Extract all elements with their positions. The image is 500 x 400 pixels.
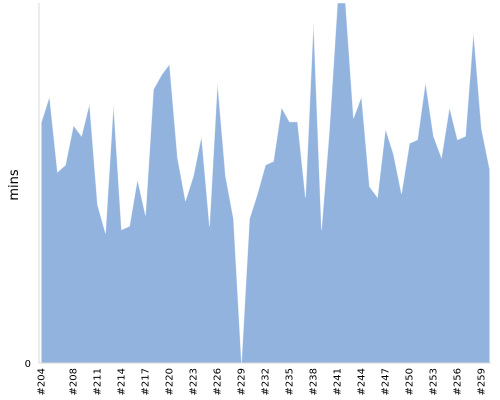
x-tick-label: #214 <box>117 368 128 395</box>
x-tick-label: #220 <box>165 368 176 395</box>
data-point <box>488 167 490 169</box>
plot-area <box>40 2 490 364</box>
data-point <box>128 225 130 227</box>
data-point <box>416 139 418 141</box>
data-point <box>232 218 234 220</box>
x-tick-label: #253 <box>429 368 440 395</box>
data-point <box>264 164 266 166</box>
data-point <box>272 160 274 162</box>
data-point <box>424 81 426 83</box>
data-point <box>152 88 154 90</box>
x-tick-label: #226 <box>213 368 224 395</box>
x-tick-label: #241 <box>333 368 344 395</box>
data-point <box>64 164 66 166</box>
data-point <box>384 128 386 130</box>
x-tick-label: #211 <box>93 368 104 395</box>
data-point <box>296 121 298 123</box>
data-point <box>392 153 394 155</box>
series-line <box>41 2 490 364</box>
data-point <box>480 128 482 130</box>
data-point <box>360 95 362 97</box>
data-point <box>456 139 458 141</box>
data-point <box>440 157 442 159</box>
data-point <box>48 95 50 97</box>
data-point <box>448 106 450 108</box>
data-point <box>184 200 186 202</box>
data-point <box>376 196 378 198</box>
data-point <box>72 124 74 126</box>
data-point <box>288 121 290 123</box>
x-tick-label: #229 <box>237 368 248 395</box>
data-point <box>160 74 162 76</box>
y-tick-label-0: 0 <box>25 359 31 370</box>
data-point <box>144 214 146 216</box>
data-point <box>312 20 314 22</box>
data-point <box>40 121 42 123</box>
data-point <box>120 229 122 231</box>
x-tick-label: #223 <box>189 368 200 395</box>
data-point <box>176 157 178 159</box>
data-point <box>96 203 98 205</box>
data-point <box>192 175 194 177</box>
data-point <box>304 196 306 198</box>
x-tick-label: #204 <box>37 368 48 395</box>
data-point <box>336 2 338 4</box>
data-point <box>216 81 218 83</box>
data-point <box>80 135 82 137</box>
data-point <box>88 103 90 105</box>
data-point <box>280 106 282 108</box>
data-point <box>104 232 106 234</box>
data-point <box>200 135 202 137</box>
data-point <box>56 171 58 173</box>
data-point <box>352 117 354 119</box>
x-tick-label: #235 <box>285 368 296 395</box>
data-point <box>368 185 370 187</box>
x-tick-label: #238 <box>309 368 320 395</box>
x-tick-label: #232 <box>261 368 272 395</box>
x-tick-label: #247 <box>381 368 392 395</box>
data-point <box>464 135 466 137</box>
data-point <box>224 175 226 177</box>
x-tick-label: #259 <box>477 368 488 395</box>
data-point <box>136 178 138 180</box>
x-tick-label: #256 <box>453 368 464 395</box>
x-tick-label: #217 <box>141 368 152 395</box>
y-axis-title: mins <box>7 169 22 201</box>
data-point <box>320 229 322 231</box>
data-point <box>344 2 346 4</box>
x-tick-label: #244 <box>357 368 368 395</box>
data-point <box>208 225 210 227</box>
data-point <box>472 31 474 33</box>
data-point <box>328 128 330 130</box>
data-point <box>400 193 402 195</box>
x-tick-labels: #204 #208 #211 #214 #217 #220 #223 #226 #229 #232… <box>37 368 488 395</box>
x-tick-label: #250 <box>405 368 416 395</box>
x-tick-label: #208 <box>69 368 80 395</box>
data-point <box>112 103 114 105</box>
data-point <box>256 193 258 195</box>
data-point <box>408 142 410 144</box>
data-point <box>248 218 250 220</box>
data-point <box>432 135 434 137</box>
data-point <box>168 63 170 65</box>
